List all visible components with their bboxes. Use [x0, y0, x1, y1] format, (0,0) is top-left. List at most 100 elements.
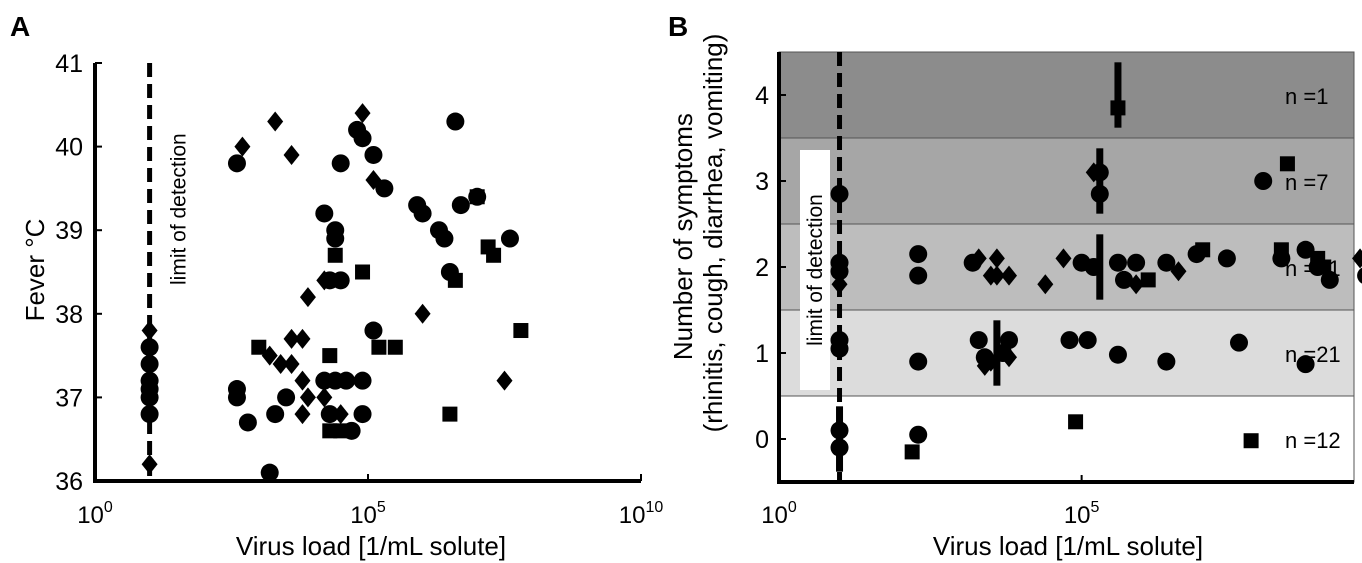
- panel-a-point-diamond-7: [283, 328, 300, 349]
- panel-a-point-circle-26: [364, 145, 383, 164]
- panel-b-point-diamond-6: [1037, 274, 1054, 295]
- panel-a-point-circle-27: [375, 179, 394, 198]
- panel-a-detection-limit-label: limit of detection: [168, 133, 191, 285]
- panel-b-y-tick-label-2: 2: [755, 254, 769, 282]
- panel-a-point-diamond-2: [234, 136, 251, 157]
- panel-b-point-circle-4: [830, 339, 849, 358]
- panel-a-point-circle-29: [353, 405, 372, 424]
- panel-b-point-circle-18: [1127, 253, 1146, 272]
- panel-a-point-circle-21: [337, 371, 356, 390]
- panel-a-point-diamond-10: [294, 370, 311, 391]
- panel-b-point-circle-33: [1078, 331, 1097, 350]
- panel-a-point-diamond-20: [496, 370, 513, 391]
- panel-a-point-circle-18: [331, 154, 350, 173]
- panel-b-bands: [778, 51, 1355, 483]
- panel-b-point-diamond-3: [988, 265, 1005, 286]
- panel-b-point-circle-12: [909, 266, 928, 285]
- panel-b-point-diamond-0: [831, 274, 848, 295]
- panel-a-point-circle-16: [326, 229, 345, 248]
- panel-a-point-square-5: [333, 423, 349, 439]
- panel-b-x-tick-label-1: 105: [1064, 499, 1100, 529]
- panel-a-y-tick-label-1: 37: [55, 384, 83, 412]
- panel-b-point-circle-23: [1296, 240, 1315, 259]
- panel-a-point-circle-1: [140, 354, 159, 373]
- panel-a-y-axis-label: Fever °C: [20, 219, 50, 322]
- panel-b-y-axis-label-line-1: Number of symptoms: [668, 113, 698, 360]
- panel-b-point-circle-27: [909, 352, 928, 371]
- panel-b-y-tick-labels: 0 1 2 3 4: [755, 82, 769, 454]
- panel-a-point-square-12: [486, 247, 502, 263]
- panel-a-point-circle-34: [364, 321, 383, 340]
- panel-b-y-tick-label-0: 0: [755, 426, 769, 454]
- panel-a-point-circle-25: [353, 129, 372, 148]
- panel-a-point-circle-39: [500, 229, 519, 248]
- panel-a-y-tick-labels: 36 37 38 39 40 41: [55, 50, 83, 496]
- panel-a-x-tick-label-1: 105: [350, 499, 386, 529]
- panel-a-point-diamond-18: [365, 170, 382, 191]
- panel-b-band-4: [778, 51, 1355, 139]
- panel-a-point-diamond-8: [294, 328, 311, 349]
- panel-a-point-circle-36: [451, 196, 470, 215]
- panel-b-band-2: [778, 223, 1355, 311]
- panel-a-point-diamond-19: [414, 303, 431, 324]
- panel-a-point-circle-5: [140, 405, 159, 424]
- panel-a-point-diamond-16: [316, 270, 333, 291]
- panel-a-point-square-8: [442, 406, 458, 422]
- panel-a-point-diamond-11: [299, 387, 316, 408]
- panel-b-chart: B limit of detection n =1n =7n =41n =21n…: [668, 11, 1362, 561]
- panel-b-point-circle-26: [1357, 267, 1362, 284]
- panel-b-y-axis-label-line-2: (rhinitis, cough, diarrhea, vomiting): [698, 34, 728, 433]
- panel-b-band-label-1: n =21: [1285, 342, 1341, 367]
- panel-a-point-circle-0: [140, 338, 159, 357]
- panel-a-x-tick-label-0: 100: [77, 499, 113, 529]
- panel-b-band-labels: n =1 n =7 n =41 n =21 n =12: [1285, 84, 1341, 453]
- panel-b-point-circle-2: [830, 262, 849, 281]
- panel-b-y-tick-label-1: 1: [755, 340, 769, 368]
- panel-a-point-circle-9: [238, 413, 257, 432]
- panel-b-point-circle-21: [1217, 249, 1236, 268]
- panel-a-point-circle-22: [320, 405, 339, 424]
- panel-b-point-diamond-5: [988, 248, 1005, 269]
- panel-a-points: [140, 103, 529, 482]
- panel-a-point-diamond-13: [316, 387, 333, 408]
- panel-a-x-axis-label: Virus load [1/mL solute]: [236, 531, 506, 561]
- panel-b-point-circle-37: [1296, 355, 1315, 374]
- panel-a-point-circle-13: [315, 204, 334, 223]
- panel-a-point-circle-31: [413, 204, 432, 223]
- panel-b-point-diamond-8: [1128, 274, 1145, 295]
- panel-a-point-circle-28: [353, 371, 372, 390]
- panel-a-point-square-13: [513, 323, 529, 339]
- panel-b-point-diamond-14: [1001, 347, 1017, 368]
- panel-a-y-tick-label-3: 39: [55, 217, 83, 245]
- panel-b-point-circle-31: [1000, 331, 1018, 350]
- panel-a-point-diamond-12: [294, 404, 311, 425]
- panel-a-point-square-0: [251, 339, 267, 355]
- panel-b-x-tick-label-0: 100: [761, 499, 797, 529]
- panel-b-median-bar-4: [1114, 62, 1122, 128]
- panel-a-x-tick-label-2: 1010: [619, 499, 664, 529]
- panel-b-point-circle-10: [1254, 172, 1273, 190]
- panel-a-point-circle-11: [266, 405, 285, 424]
- panel-a-point-square-3: [322, 348, 338, 364]
- panel-b-point-circle-34: [1108, 345, 1127, 364]
- panel-b-points: [830, 100, 1362, 460]
- panel-a-y-tick-label-0: 36: [55, 468, 83, 496]
- panel-a-point-square-7: [387, 339, 403, 355]
- panel-a-point-circle-10: [260, 463, 279, 482]
- panel-a-chart: A limit of detection 36 37 38 39 40 41 100 105…: [10, 11, 663, 561]
- panel-a-point-circle-17: [331, 271, 350, 290]
- panel-b-point-diamond-11: [1085, 162, 1102, 183]
- panel-a-x-tick-labels: 100 105 1010: [77, 499, 663, 529]
- panel-a-y-tick-label-4: 40: [55, 134, 83, 162]
- panel-a-y-tick-label-2: 38: [55, 301, 83, 329]
- panel-b-band-label-4: n =1: [1285, 84, 1328, 109]
- panel-b-band-0: [778, 395, 1355, 483]
- panel-b-point-square-2: [904, 444, 920, 460]
- panel-b-point-square-5: [1140, 272, 1156, 288]
- panel-a-point-diamond-15: [299, 287, 316, 308]
- panel-b-y-axis-label: Number of symptoms (rhinitis, cough, dia…: [668, 34, 728, 433]
- panel-b-point-diamond-10: [1352, 248, 1362, 269]
- panel-b-band-label-0: n =12: [1285, 428, 1341, 453]
- panel-b-point-square-1: [1279, 156, 1295, 172]
